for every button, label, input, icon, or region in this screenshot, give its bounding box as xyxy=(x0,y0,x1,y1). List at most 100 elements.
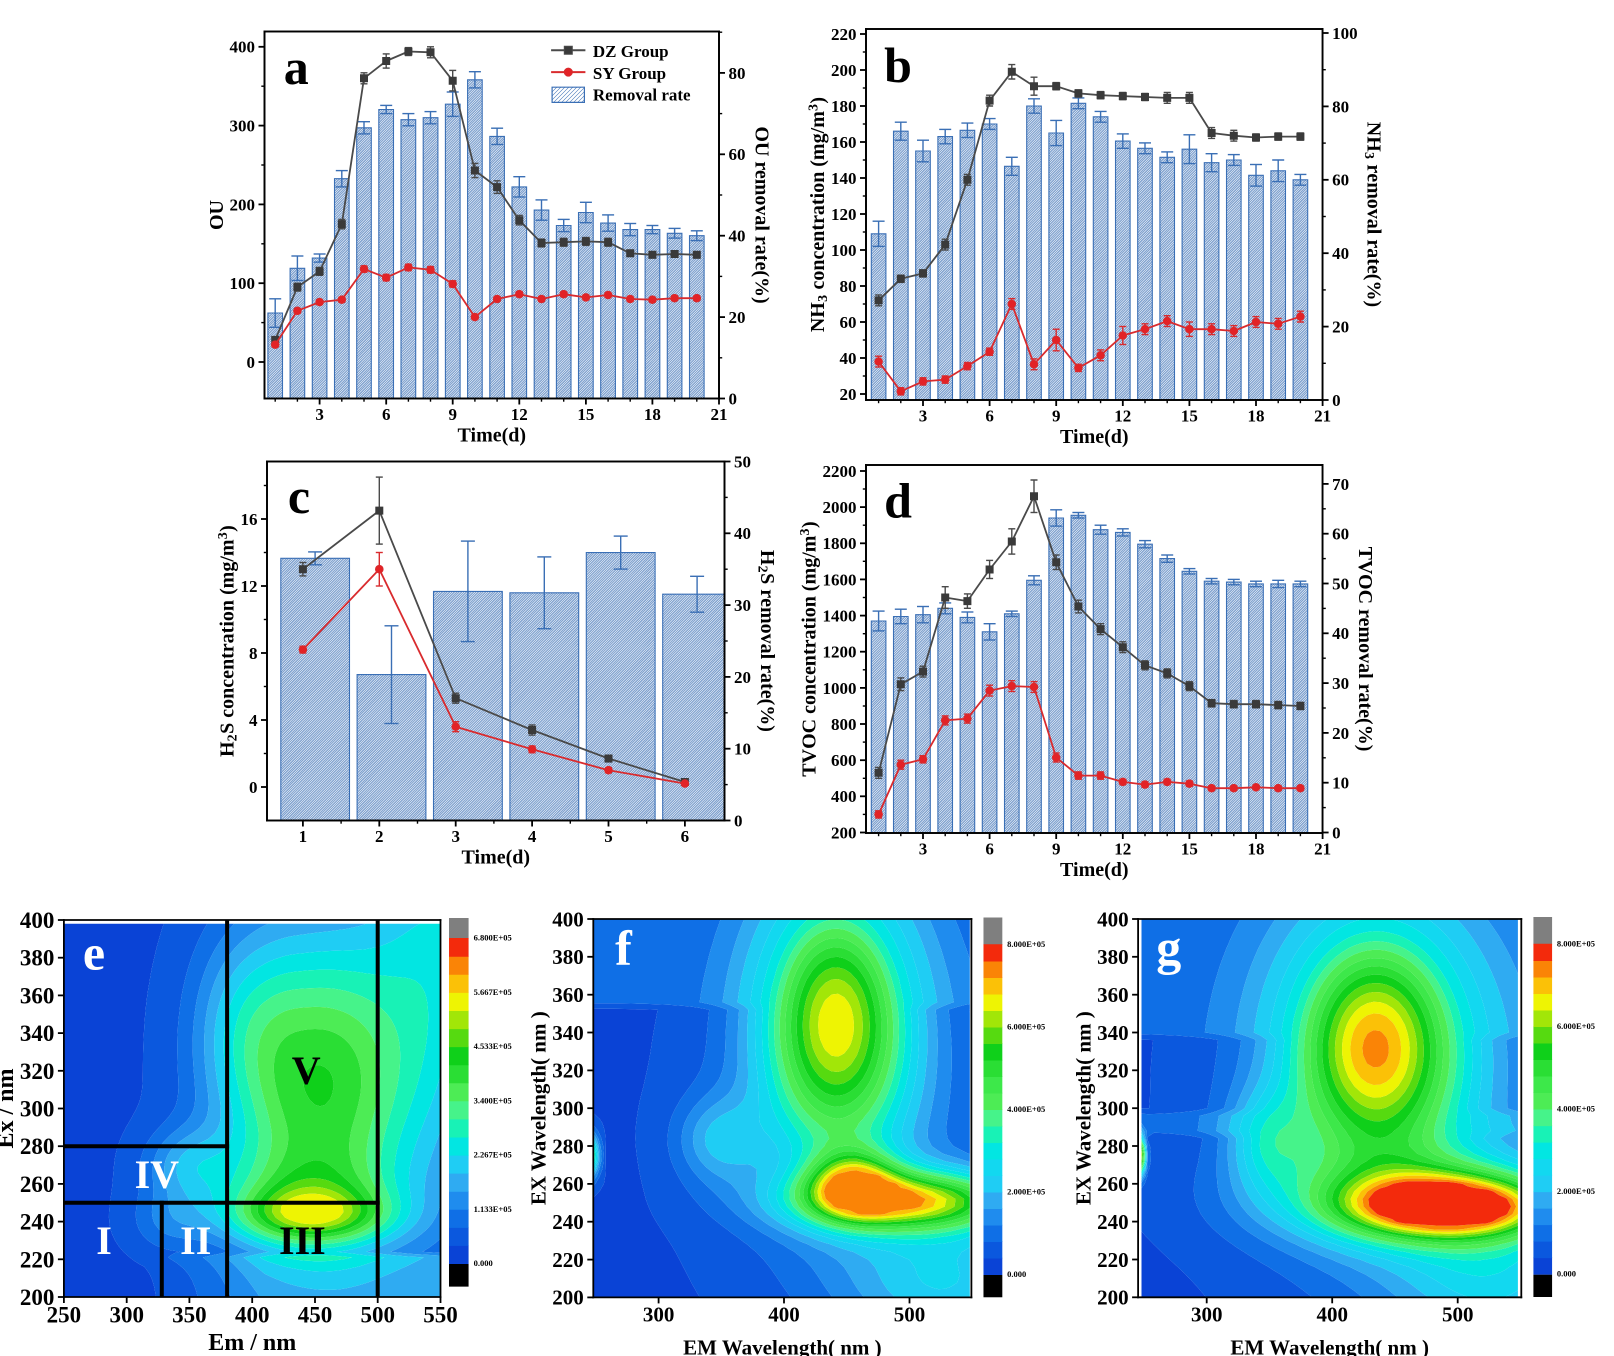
svg-text:III: III xyxy=(279,1218,326,1263)
svg-text:200: 200 xyxy=(230,195,256,214)
svg-text:320: 320 xyxy=(1097,1059,1129,1083)
svg-text:0.000: 0.000 xyxy=(474,1258,493,1268)
svg-text:OU: OU xyxy=(206,200,228,230)
svg-text:380: 380 xyxy=(20,946,55,971)
svg-text:550: 550 xyxy=(423,1303,458,1328)
svg-text:18: 18 xyxy=(644,405,661,424)
svg-text:240: 240 xyxy=(552,1210,584,1234)
svg-text:9: 9 xyxy=(1052,406,1061,425)
svg-text:3: 3 xyxy=(315,405,324,424)
svg-text:10: 10 xyxy=(734,740,751,759)
svg-text:Em / nm: Em / nm xyxy=(208,1330,296,1356)
svg-text:300: 300 xyxy=(20,1097,55,1122)
svg-text:TVOC removal rate(%): TVOC removal rate(%) xyxy=(1354,547,1376,752)
svg-text:320: 320 xyxy=(552,1059,584,1083)
svg-text:400: 400 xyxy=(20,908,55,933)
svg-text:70: 70 xyxy=(1332,475,1349,494)
svg-text:15: 15 xyxy=(1181,406,1198,425)
svg-text:100: 100 xyxy=(831,241,857,260)
svg-text:280: 280 xyxy=(552,1134,584,1158)
svg-text:d: d xyxy=(884,473,912,529)
svg-text:12: 12 xyxy=(241,577,258,596)
svg-text:Time(d): Time(d) xyxy=(462,846,531,868)
svg-text:40: 40 xyxy=(734,524,751,543)
svg-text:60: 60 xyxy=(729,145,746,164)
svg-text:50: 50 xyxy=(734,452,751,471)
svg-text:180: 180 xyxy=(831,97,857,116)
svg-text:3: 3 xyxy=(919,406,928,425)
svg-text:21: 21 xyxy=(1314,839,1331,858)
svg-text:5.667E+05: 5.667E+05 xyxy=(474,987,512,997)
svg-text:b: b xyxy=(884,37,912,93)
svg-text:1200: 1200 xyxy=(823,643,857,662)
svg-text:250: 250 xyxy=(47,1303,82,1328)
svg-text:340: 340 xyxy=(20,1021,55,1046)
svg-text:60: 60 xyxy=(840,313,857,332)
svg-text:200: 200 xyxy=(20,1285,55,1310)
svg-text:1000: 1000 xyxy=(823,679,857,698)
svg-text:0: 0 xyxy=(247,353,256,372)
svg-text:12: 12 xyxy=(1114,839,1131,858)
svg-text:20: 20 xyxy=(734,668,751,687)
svg-text:100: 100 xyxy=(230,274,256,293)
svg-text:400: 400 xyxy=(552,907,584,931)
svg-text:80: 80 xyxy=(840,277,857,296)
svg-text:260: 260 xyxy=(1097,1172,1129,1196)
svg-text:V: V xyxy=(292,1048,321,1093)
svg-text:EM Wavelength( nm ): EM Wavelength( nm ) xyxy=(683,1336,882,1356)
svg-text:200: 200 xyxy=(552,1286,584,1310)
svg-text:140: 140 xyxy=(831,169,857,188)
svg-text:IV: IV xyxy=(135,1152,180,1197)
svg-text:5: 5 xyxy=(604,827,613,846)
svg-text:500: 500 xyxy=(360,1303,395,1328)
svg-text:0.000: 0.000 xyxy=(1557,1269,1576,1279)
svg-text:40: 40 xyxy=(840,349,857,368)
svg-text:16: 16 xyxy=(241,510,258,529)
svg-text:6.800E+05: 6.800E+05 xyxy=(474,933,512,943)
svg-text:8.000E+05: 8.000E+05 xyxy=(1007,939,1045,949)
svg-text:300: 300 xyxy=(1097,1096,1129,1120)
svg-text:380: 380 xyxy=(1097,945,1129,969)
svg-text:1400: 1400 xyxy=(823,607,857,626)
svg-text:12: 12 xyxy=(511,405,528,424)
svg-text:0: 0 xyxy=(734,811,743,830)
svg-text:OU removal rate(%): OU removal rate(%) xyxy=(751,126,773,303)
svg-text:380: 380 xyxy=(552,945,584,969)
svg-text:21: 21 xyxy=(1314,406,1331,425)
svg-text:60: 60 xyxy=(1332,171,1349,190)
svg-text:1: 1 xyxy=(299,827,308,846)
svg-text:360: 360 xyxy=(20,983,55,1008)
svg-text:9: 9 xyxy=(1052,839,1061,858)
svg-text:30: 30 xyxy=(734,596,751,615)
svg-text:220: 220 xyxy=(552,1248,584,1272)
svg-text:340: 340 xyxy=(552,1021,584,1045)
svg-text:Time(d): Time(d) xyxy=(1060,859,1129,881)
svg-text:21: 21 xyxy=(711,405,728,424)
svg-text:600: 600 xyxy=(831,751,857,770)
svg-text:20: 20 xyxy=(1332,318,1349,337)
svg-text:500: 500 xyxy=(894,1303,926,1327)
svg-text:0: 0 xyxy=(249,778,258,797)
svg-text:N H r: N H r e m o v a l r a t e ( % ) 3 xyxy=(1361,122,1385,311)
svg-text:50: 50 xyxy=(1332,574,1349,593)
svg-text:8: 8 xyxy=(249,644,258,663)
svg-text:6: 6 xyxy=(382,405,391,424)
svg-text:0: 0 xyxy=(1332,391,1341,410)
svg-text:15: 15 xyxy=(577,405,594,424)
svg-text:18: 18 xyxy=(1248,406,1265,425)
svg-text:40: 40 xyxy=(1332,244,1349,263)
svg-text:260: 260 xyxy=(20,1172,55,1197)
svg-text:400: 400 xyxy=(1097,907,1129,931)
svg-text:30: 30 xyxy=(1332,674,1349,693)
svg-text:4.000E+05: 4.000E+05 xyxy=(1007,1104,1045,1114)
svg-text:g: g xyxy=(1156,920,1181,976)
svg-text:360: 360 xyxy=(552,983,584,1007)
svg-text:200: 200 xyxy=(1097,1286,1129,1310)
svg-text:3.400E+05: 3.400E+05 xyxy=(474,1095,512,1105)
svg-text:Time(d): Time(d) xyxy=(1060,426,1129,448)
svg-text:450: 450 xyxy=(298,1303,333,1328)
svg-text:1800: 1800 xyxy=(823,534,857,553)
svg-text:400: 400 xyxy=(1316,1302,1348,1326)
svg-text:6: 6 xyxy=(985,406,994,425)
svg-text:a: a xyxy=(284,39,309,95)
